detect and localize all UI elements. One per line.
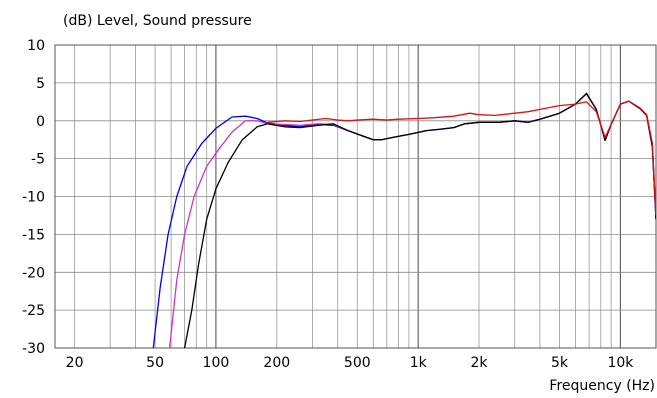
- y-tick-label: 10: [27, 38, 45, 54]
- y-tick-label: 0: [36, 114, 45, 130]
- y-tick-label: -30: [22, 341, 45, 357]
- x-tick-label: 2k: [470, 355, 488, 371]
- y-tick-label: 5: [36, 76, 45, 92]
- y-tick-label: -20: [22, 265, 45, 281]
- x-tick-label: 5k: [551, 355, 569, 371]
- x-tick-label: 50: [146, 355, 164, 371]
- grid: [55, 45, 656, 348]
- x-tick-labels: 20 50 100 200 500 1k 2k 5k 10k: [66, 355, 635, 371]
- x-tick-label: 10k: [607, 355, 634, 371]
- x-tick-label: 20: [66, 355, 84, 371]
- y-tick-label: -10: [22, 190, 45, 206]
- chart-title: (dB) Level, Sound pressure: [63, 13, 252, 29]
- y-tick-label: -15: [22, 227, 45, 243]
- x-tick-label: 200: [263, 355, 290, 371]
- x-axis-label: Frequency (Hz): [549, 378, 655, 394]
- series-line-4: [267, 100, 656, 216]
- y-tick-labels: 10 5 0 -5 -10 -15 -20 -25 -30: [22, 38, 45, 357]
- x-tick-label: 1k: [410, 355, 428, 371]
- x-tick-label: 500: [344, 355, 371, 371]
- x-tick-label: 100: [203, 355, 230, 371]
- plot-frame: [54, 44, 657, 349]
- series-group: [152, 92, 656, 348]
- y-tick-label: -5: [31, 152, 45, 168]
- y-tick-label: -25: [22, 303, 45, 319]
